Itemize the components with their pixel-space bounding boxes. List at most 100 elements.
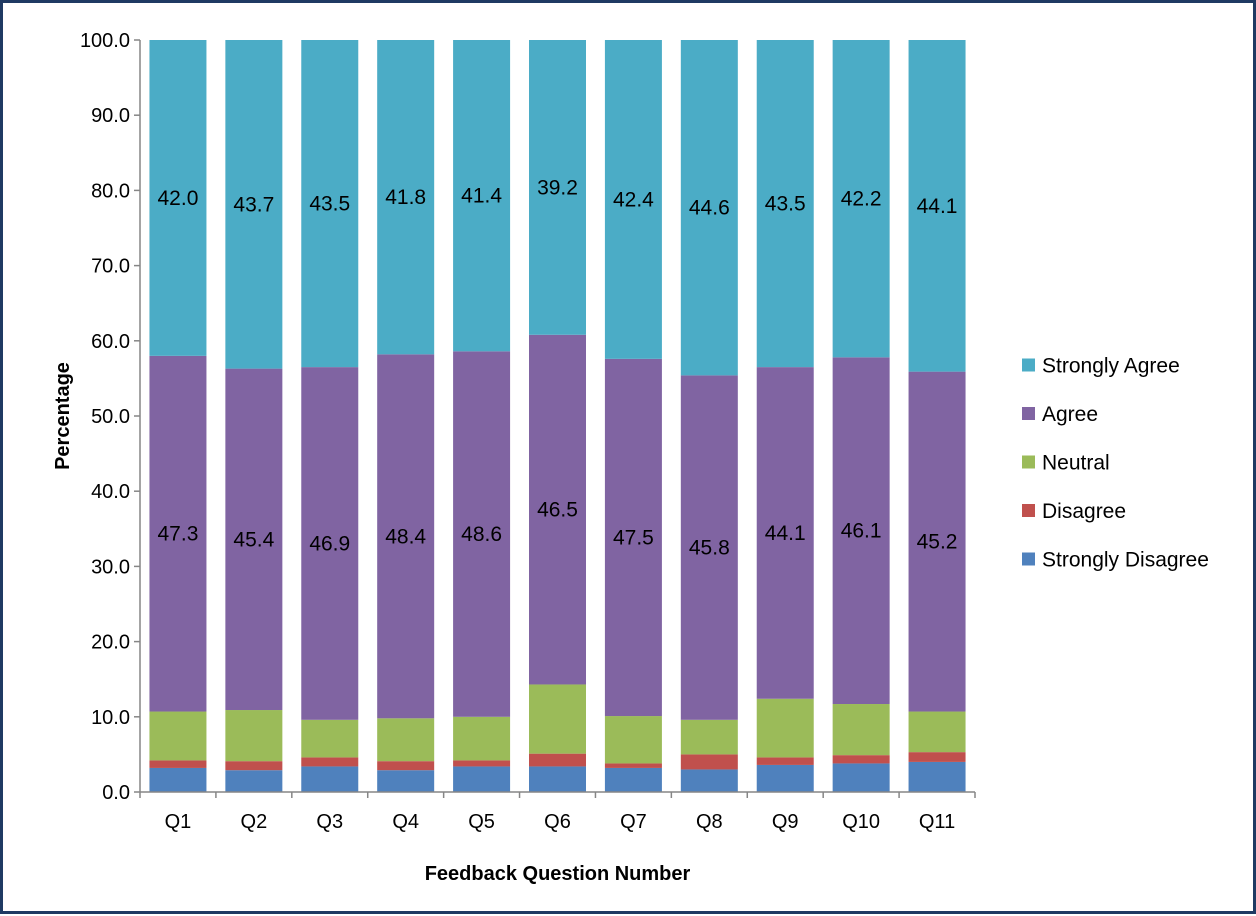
bar-segment-disagree-q5	[453, 760, 511, 767]
bar-segment-strongly-agree-q2	[225, 40, 283, 369]
x-tick-label-q10: Q10	[842, 811, 880, 833]
y-tick-label: 50.0	[91, 406, 130, 428]
y-axis-title: Percentage	[52, 362, 74, 470]
bar-segment-neutral-q2	[225, 710, 283, 762]
data-label-strongly-agree-q3: 43.5	[309, 193, 350, 216]
data-label-agree-q5: 48.6	[461, 523, 502, 546]
x-tick-label-q7: Q7	[620, 811, 647, 833]
data-label-strongly-agree-q10: 42.2	[841, 188, 882, 211]
data-label-strongly-agree-q2: 43.7	[233, 193, 274, 216]
x-tick-label-q1: Q1	[165, 811, 192, 833]
data-label-agree-q9: 44.1	[765, 522, 806, 545]
bar-segment-neutral-q4	[377, 718, 435, 762]
bar-segment-disagree-q3	[301, 757, 359, 767]
bar-segment-neutral-q7	[604, 716, 662, 764]
x-tick-label-q8: Q8	[696, 811, 723, 833]
bar-segment-agree-q6	[529, 334, 586, 685]
bar-segment-strongly-agree-q9	[756, 40, 814, 368]
data-label-agree-q7: 47.5	[613, 526, 654, 549]
y-tick-label: 0.0	[102, 782, 130, 804]
data-label-agree-q11: 45.2	[917, 531, 958, 554]
bar-segment-neutral-q5	[453, 716, 511, 761]
bar-segment-agree-q10	[832, 357, 890, 705]
bar-segment-agree-q5	[453, 351, 511, 717]
data-label-strongly-agree-q7: 42.4	[613, 188, 654, 211]
legend-label-disagree: Disagree	[1042, 500, 1126, 523]
legend-label-agree: Agree	[1042, 403, 1098, 426]
data-label-strongly-agree-q6: 39.2	[537, 176, 578, 199]
y-tick-label: 80.0	[91, 180, 130, 202]
x-tick-label-q4: Q4	[392, 811, 419, 833]
bar-segment-agree-q4	[377, 354, 435, 719]
bar-segment-neutral-q1	[149, 711, 207, 761]
y-tick-label: 90.0	[91, 105, 130, 127]
bars-layer	[149, 40, 966, 792]
bar-segment-neutral-q3	[301, 719, 359, 758]
legend-label-strongly-disagree: Strongly Disagree	[1042, 549, 1209, 572]
x-tick-label-q6: Q6	[544, 811, 571, 833]
bar-segment-strongly-disagree-q5	[453, 766, 511, 792]
bar-segment-disagree-q4	[377, 761, 435, 771]
bar-segment-neutral-q9	[756, 698, 814, 758]
bar-segment-strongly-disagree-q2	[225, 770, 283, 792]
bar-segment-strongly-disagree-q6	[529, 766, 586, 792]
bar-segment-disagree-q11	[908, 752, 966, 762]
data-label-strongly-agree-q5: 41.4	[461, 185, 502, 208]
data-label-agree-q2: 45.4	[233, 528, 274, 551]
data-label-strongly-agree-q8: 44.6	[689, 197, 730, 220]
y-tick-label: 60.0	[91, 331, 130, 353]
bar-segment-neutral-q11	[908, 711, 966, 753]
bar-segment-strongly-agree-q5	[453, 40, 511, 352]
data-label-strongly-agree-q11: 44.1	[917, 195, 958, 218]
bar-segment-agree-q8	[680, 375, 738, 720]
x-tick-label-q11: Q11	[919, 811, 955, 833]
y-tick-label: 70.0	[91, 256, 130, 278]
bar-segment-agree-q11	[908, 371, 966, 712]
data-label-agree-q6: 46.5	[537, 499, 578, 522]
bar-segment-disagree-q10	[832, 755, 890, 764]
bar-segment-agree-q2	[225, 368, 283, 711]
stacked-bar-chart: 47.3 42.0 45.4 43.7 46.9 43.5 48.4 41.8 48.6 41.4…	[52, 30, 1209, 885]
x-tick-label-q3: Q3	[316, 811, 343, 833]
bar-segment-agree-q7	[604, 358, 662, 717]
data-label-agree-q10: 46.1	[841, 520, 882, 543]
data-label-agree-q8: 45.8	[689, 537, 730, 560]
x-axis-title: Feedback Question Number	[425, 863, 691, 885]
legend-swatch-strongly-disagree	[1022, 552, 1035, 566]
bar-segment-strongly-agree-q3	[301, 40, 359, 368]
legend-swatch-agree	[1022, 407, 1035, 420]
y-tick-label: 20.0	[91, 632, 130, 654]
bar-segment-strongly-agree-q1	[149, 40, 207, 356]
bar-segment-strongly-agree-q8	[680, 40, 738, 376]
bar-segment-strongly-disagree-q7	[604, 767, 662, 792]
data-label-agree-q4: 48.4	[385, 525, 426, 548]
bar-segment-strongly-agree-q11	[908, 40, 966, 372]
bar-segment-strongly-disagree-q9	[756, 764, 814, 792]
data-label-strongly-agree-q1: 42.0	[158, 187, 199, 210]
data-label-agree-q1: 47.3	[158, 523, 199, 546]
bar-segment-agree-q1	[149, 355, 207, 712]
legend-label-strongly-agree: Strongly Agree	[1042, 355, 1180, 378]
bar-segment-neutral-q10	[832, 704, 890, 756]
y-tick-label: 40.0	[91, 481, 130, 503]
bar-segment-disagree-q7	[604, 763, 662, 768]
bar-segment-strongly-disagree-q8	[680, 769, 738, 792]
bar-segment-strongly-disagree-q1	[149, 767, 207, 792]
bar-segment-strongly-disagree-q11	[908, 761, 966, 792]
bar-segment-strongly-disagree-q10	[832, 763, 890, 792]
bar-segment-strongly-agree-q10	[832, 40, 890, 358]
axes-layer: 0.0 10.0 20.0 30.0 40.0 50.0 60.0 70.0 80.0 90.0 1…	[80, 30, 976, 833]
bar-segment-agree-q3	[301, 367, 359, 720]
bar-segment-strongly-disagree-q4	[377, 770, 435, 792]
data-label-strongly-agree-q4: 41.8	[385, 186, 426, 209]
bar-segment-agree-q9	[756, 367, 814, 699]
bar-segment-disagree-q8	[680, 754, 738, 770]
data-label-strongly-agree-q9: 43.5	[765, 193, 806, 216]
bar-segment-disagree-q6	[529, 753, 586, 767]
y-tick-label: 100.0	[80, 30, 130, 52]
y-tick-label: 30.0	[91, 556, 130, 578]
legend-swatch-neutral	[1022, 455, 1035, 469]
bar-segment-strongly-agree-q6	[529, 40, 586, 335]
bar-segment-neutral-q6	[529, 684, 586, 754]
